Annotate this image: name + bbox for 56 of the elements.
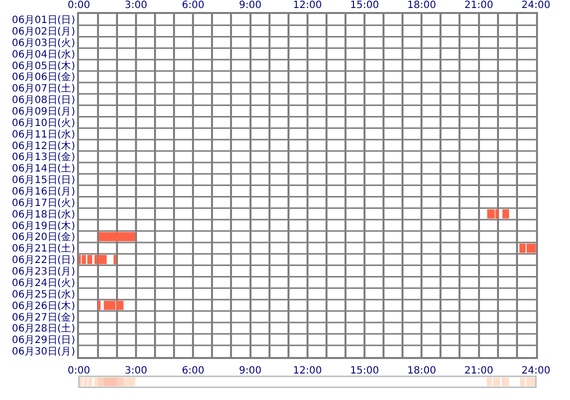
y-tick-label: 06月29日(日) <box>12 335 76 346</box>
x-tick-label: 12:00 <box>292 365 322 376</box>
bar <box>98 255 107 264</box>
y-tick-label: 06月28日(土) <box>12 322 76 335</box>
y-tick-label: 06月30日(月) <box>12 346 76 358</box>
x-tick-label: 18:00 <box>407 0 436 12</box>
y-tick-label: 06月23日(月) <box>12 266 76 278</box>
y-tick-label: 06月21日(土) <box>12 242 76 255</box>
y-tick-label: 06月24日(火) <box>12 276 76 289</box>
bar <box>124 377 136 386</box>
y-tick-label: 06月20日(金) <box>12 231 76 244</box>
bar <box>98 232 136 242</box>
x-tick-label: 6:00 <box>182 365 204 376</box>
y-tick-label: 06月22日(日) <box>12 255 76 266</box>
x-tick-label: 24:00 <box>522 0 550 12</box>
y-tick-label: 06月08日(日) <box>12 95 76 106</box>
y-tick-label: 06月01日(日) <box>12 15 76 26</box>
bar <box>487 209 495 218</box>
y-tick-label: 06月16日(月) <box>12 186 76 198</box>
x-tick-label: 0:00 <box>68 0 90 12</box>
bar <box>98 300 101 310</box>
y-tick-label: 06月02日(月) <box>12 26 76 38</box>
x-tick-label: 6:00 <box>182 0 204 12</box>
y-tick-label: 06月07日(土) <box>12 82 76 95</box>
y-tick-label: 06月09日(月) <box>12 106 76 118</box>
y-tick-label: 06月03日(火) <box>12 36 76 49</box>
y-tick-label: 06月11日(水) <box>12 128 76 140</box>
x-tick-label: 15:00 <box>350 365 379 376</box>
x-tick-label: 9:00 <box>239 365 262 376</box>
y-tick-label: 06月14日(土) <box>12 162 76 175</box>
y-tick-label: 06月19日(木) <box>12 220 76 232</box>
x-tick-label: 3:00 <box>124 0 148 12</box>
x-tick-label: 18:00 <box>407 365 436 376</box>
y-tick-label: 06月04日(水) <box>12 48 76 60</box>
bar <box>502 209 510 218</box>
x-tick-label: 21:00 <box>464 365 494 376</box>
x-tick-label: 24:00 <box>522 365 550 376</box>
x-tick-label: 9:00 <box>239 0 262 12</box>
y-tick-label: 06月10日(火) <box>12 116 76 129</box>
bar <box>94 377 98 386</box>
y-tick-label: 06月27日(金) <box>12 311 76 324</box>
y-tick-label: 06月26日(木) <box>12 300 76 312</box>
x-tick-label: 3:00 <box>124 365 148 376</box>
x-tick-label: 15:00 <box>350 0 379 12</box>
y-tick-label: 06月17日(火) <box>12 196 76 209</box>
y-tick-label: 06月25日(水) <box>12 288 76 300</box>
x-tick-label: 21:00 <box>464 0 494 12</box>
x-tick-label: 12:00 <box>292 0 322 12</box>
y-tick-label: 06月06日(金) <box>12 71 76 84</box>
bar <box>114 255 116 264</box>
x-tick-label: 0:00 <box>68 365 90 376</box>
y-tick-label: 06月13日(金) <box>12 151 76 164</box>
y-tick-label: 06月18日(水) <box>12 208 76 220</box>
y-tick-label: 06月05日(木) <box>12 60 76 72</box>
y-tick-label: 06月12日(木) <box>12 140 76 152</box>
y-tick-label: 06月15日(日) <box>12 175 76 186</box>
